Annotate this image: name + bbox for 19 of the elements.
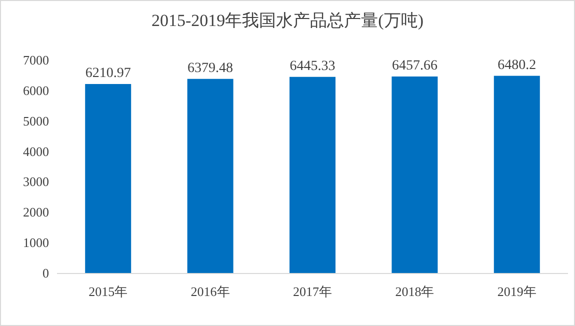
x-tick-label: 2019年 <box>497 284 536 299</box>
y-tick-label: 7000 <box>23 52 49 68</box>
chart-title: 2015-2019年我国水产品总产量(万吨) <box>152 11 424 30</box>
data-label: 6379.48 <box>188 60 234 76</box>
y-tick-label: 3000 <box>23 174 49 190</box>
y-tick-label: 5000 <box>23 113 49 128</box>
y-tick-label: 0 <box>42 266 49 280</box>
x-tick-label: 2016年 <box>190 284 230 299</box>
y-tick-label: 6000 <box>23 82 49 98</box>
data-label: 6457.66 <box>392 58 438 74</box>
y-tick-label: 2000 <box>23 204 49 220</box>
x-tick-label: 2015年 <box>88 284 128 299</box>
y-tick-label: 1000 <box>23 235 49 250</box>
data-label: 6480.2 <box>498 58 536 73</box>
y-tick-label: 4000 <box>23 144 49 159</box>
data-label: 6445.33 <box>290 58 336 74</box>
x-tick-label: 2017年 <box>293 284 332 299</box>
x-tick-label: 2018年 <box>395 284 434 299</box>
data-label: 6210.97 <box>85 66 131 82</box>
